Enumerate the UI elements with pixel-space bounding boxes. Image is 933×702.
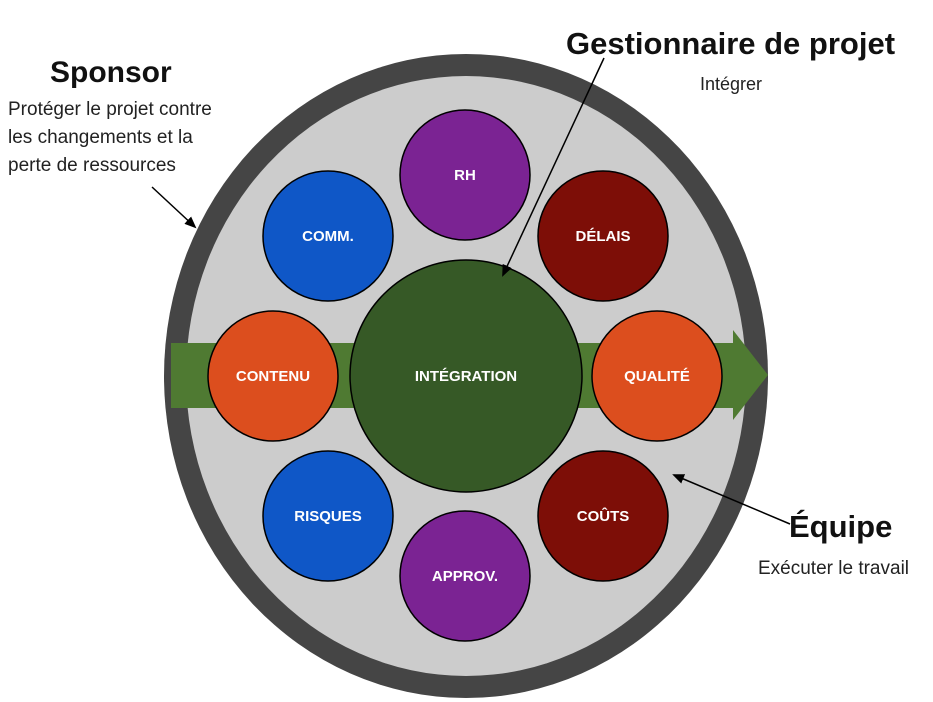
area-node-contenu: CONTENU <box>207 310 339 442</box>
sponsor-description-line: les changements et la <box>8 127 193 148</box>
area-circle-comm <box>262 170 394 302</box>
area-label-risques: RISQUES <box>294 508 362 525</box>
manager-description: Intégrer <box>700 74 763 94</box>
area-circle-approv <box>399 510 531 642</box>
sponsor-description-line: Protéger le projet contre <box>8 99 212 120</box>
area-node-qualite: QUALITÉ <box>591 310 723 442</box>
area-label-contenu: CONTENU <box>236 368 310 385</box>
area-circle-couts <box>537 450 669 582</box>
area-circle-qualite <box>591 310 723 442</box>
center-circle <box>349 259 583 493</box>
area-node-delais: DÉLAIS <box>537 170 669 302</box>
manager-title: Gestionnaire de projet <box>566 26 896 61</box>
center-label: INTÉGRATION <box>415 368 517 385</box>
area-node-comm: COMM. <box>262 170 394 302</box>
area-label-rh: RH <box>454 167 476 184</box>
area-node-rh: RH <box>399 109 531 241</box>
team-description: Exécuter le travail <box>758 558 910 579</box>
sponsor-description: Protéger le projet contre les changement… <box>8 96 212 180</box>
area-circle-rh <box>399 109 531 241</box>
sponsor-description-line: perte de ressources <box>8 155 176 176</box>
area-label-comm: COMM. <box>302 228 354 245</box>
area-node-couts: COÛTS <box>537 450 669 582</box>
area-label-approv: APPROV. <box>432 568 498 585</box>
manager-arrow <box>502 57 605 277</box>
team-arrow <box>672 474 791 525</box>
sponsor-title: Sponsor <box>50 56 172 89</box>
center-node: INTÉGRATION <box>349 259 583 493</box>
area-node-risques: RISQUES <box>262 450 394 582</box>
area-label-couts: COÛTS <box>577 507 630 525</box>
area-circle-contenu <box>207 310 339 442</box>
area-node-approv: APPROV. <box>399 510 531 642</box>
sponsor-arrow <box>151 186 197 229</box>
area-label-qualite: QUALITÉ <box>624 368 690 385</box>
area-label-delais: DÉLAIS <box>575 228 630 245</box>
area-circle-delais <box>537 170 669 302</box>
area-circle-risques <box>262 450 394 582</box>
team-title: Équipe <box>789 509 893 544</box>
